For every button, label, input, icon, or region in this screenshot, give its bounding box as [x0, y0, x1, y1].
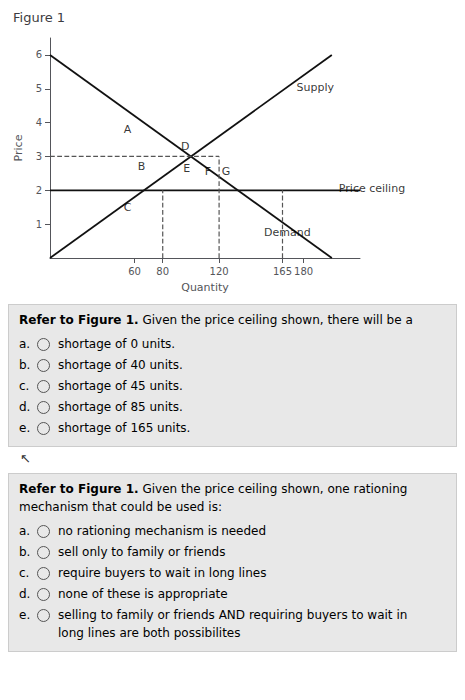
html-text:selling to family or friends A: selling to family or friends AND requiri… — [58, 608, 408, 622]
html-text:none of these is appropriate: none of these is appropriate — [58, 587, 228, 601]
svg-text:6: 6 — [36, 49, 42, 60]
html-text:shortage of 85 units.: shortage of 85 units. — [58, 400, 183, 414]
svg-text:60: 60 — [128, 266, 141, 277]
html-text:shortage of 45 units.: shortage of 45 units. — [58, 379, 183, 393]
svg-text:Quantity: Quantity — [181, 281, 229, 294]
svg-text:3: 3 — [36, 151, 42, 162]
html-text:d.: d. — [19, 587, 31, 601]
svg-text:D: D — [181, 140, 189, 153]
html-text:b.: b. — [19, 545, 31, 559]
html-text:d.: d. — [19, 400, 31, 414]
html-text:require buyers to wait in long: require buyers to wait in long lines — [58, 566, 267, 580]
svg-text:E: E — [183, 162, 190, 175]
svg-text:180: 180 — [294, 266, 313, 277]
html-text:a.: a. — [19, 337, 31, 351]
html-text:no rationing mechanism is need: no rationing mechanism is needed — [58, 524, 267, 538]
svg-text:G: G — [222, 165, 231, 178]
html-text:c.: c. — [19, 379, 30, 393]
svg-text:F: F — [205, 165, 211, 178]
html-text:e.: e. — [19, 608, 31, 622]
svg-text:A: A — [124, 123, 132, 136]
html-text:shortage of 40 units.: shortage of 40 units. — [58, 358, 183, 372]
html-text:long lines are both possibilit: long lines are both possibilites — [58, 626, 241, 640]
html-text:a.: a. — [19, 524, 31, 538]
svg-text:B: B — [138, 160, 146, 173]
svg-text:120: 120 — [210, 266, 229, 277]
html-text:c.: c. — [19, 566, 30, 580]
html-text:shortage of 0 units.: shortage of 0 units. — [58, 337, 176, 351]
svg-text:5: 5 — [36, 83, 42, 94]
svg-text:1: 1 — [36, 219, 42, 230]
html-text:b.: b. — [19, 358, 31, 372]
svg-text:Supply: Supply — [297, 81, 335, 94]
svg-text:Figure 1: Figure 1 — [13, 10, 65, 25]
html-text:Refer to Figure 1. Given the p: Refer to Figure 1. Given the price ceili… — [19, 313, 413, 327]
svg-text:Price: Price — [12, 134, 25, 161]
html-text:e.: e. — [19, 421, 31, 435]
svg-text:Demand: Demand — [264, 226, 311, 239]
svg-text:Price ceiling: Price ceiling — [339, 182, 405, 195]
html-text:shortage of 165 units.: shortage of 165 units. — [58, 421, 191, 435]
svg-text:4: 4 — [36, 117, 42, 128]
html-text:mechanism that could be used i: mechanism that could be used is: — [19, 500, 222, 514]
svg-text:165: 165 — [273, 266, 292, 277]
html-text:sell only to family or friends: sell only to family or friends — [58, 545, 226, 559]
svg-text:80: 80 — [156, 266, 169, 277]
html-text:Refer to Figure 1. Given the p: Refer to Figure 1. Given the price ceili… — [19, 482, 408, 496]
svg-text:2: 2 — [36, 185, 42, 196]
svg-text:C: C — [124, 201, 132, 214]
